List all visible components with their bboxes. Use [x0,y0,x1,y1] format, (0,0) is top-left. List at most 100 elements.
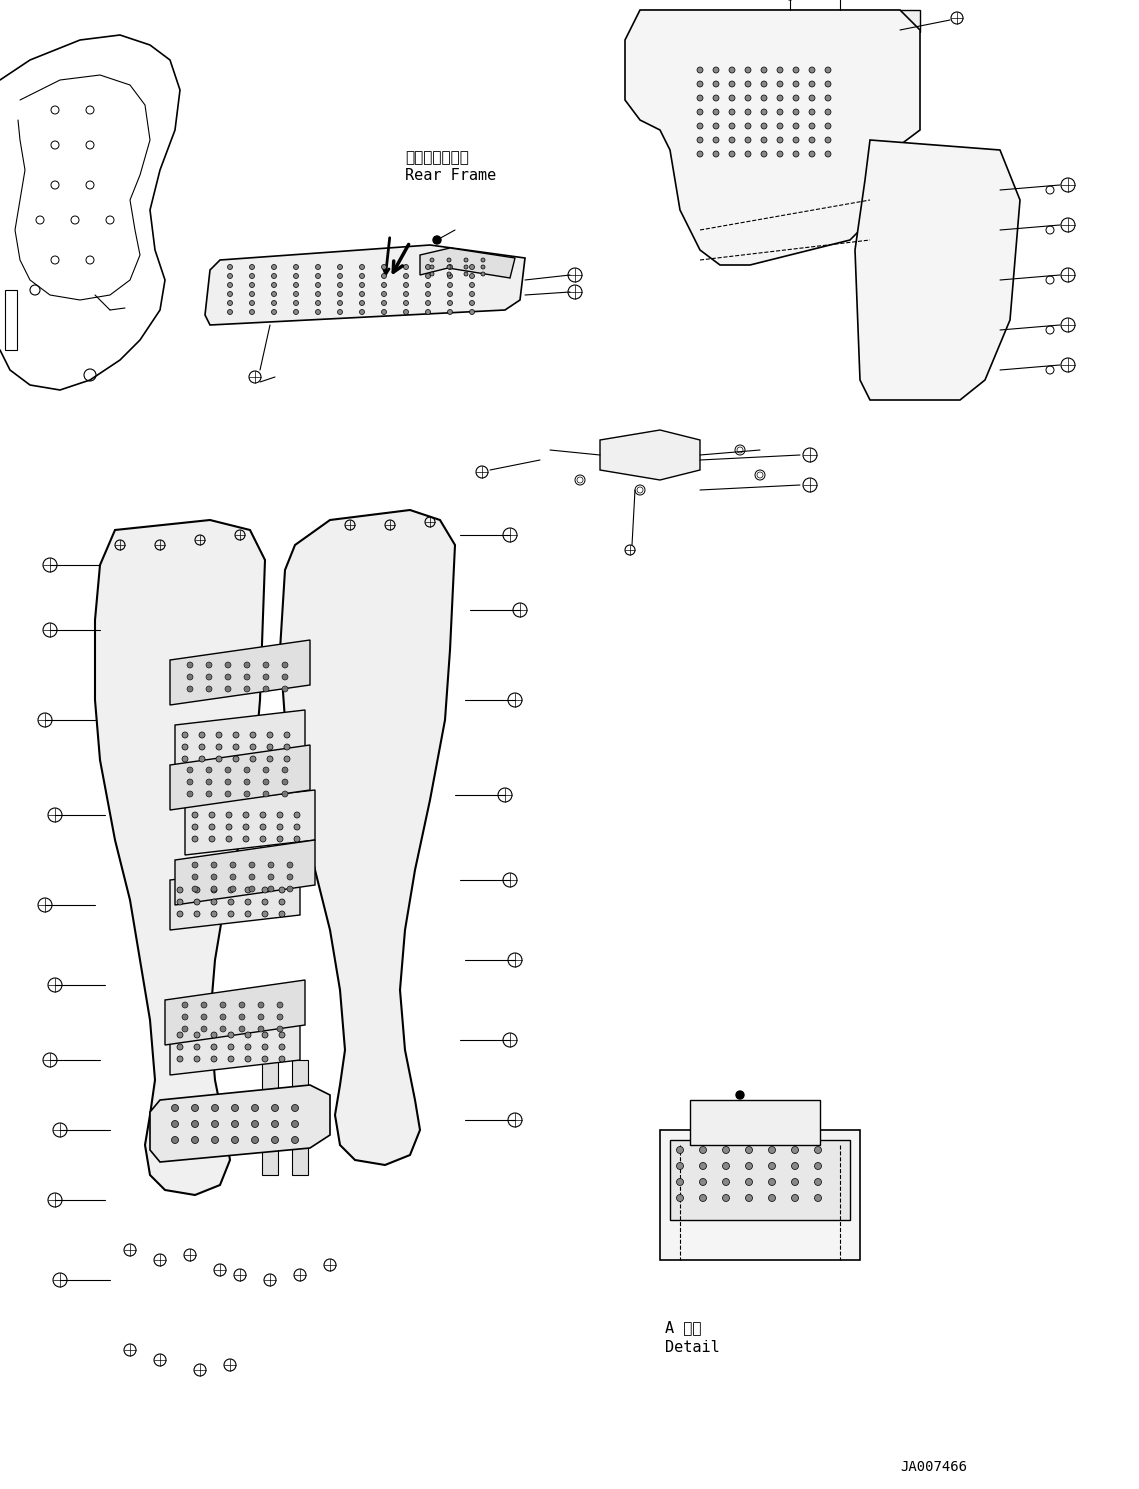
Circle shape [208,835,215,841]
Circle shape [825,124,831,130]
Circle shape [825,80,831,86]
Circle shape [777,95,782,101]
Circle shape [792,1163,798,1169]
Circle shape [809,137,816,143]
Circle shape [239,1014,245,1020]
Circle shape [469,310,475,314]
Circle shape [713,109,719,115]
Circle shape [448,283,452,287]
Circle shape [448,274,452,278]
Circle shape [172,1136,179,1144]
Polygon shape [170,1010,300,1075]
Circle shape [271,301,277,305]
Circle shape [677,1147,683,1154]
Circle shape [761,150,767,156]
Circle shape [279,887,285,893]
Circle shape [403,283,409,287]
Circle shape [243,812,249,817]
Circle shape [271,292,277,296]
Circle shape [777,67,782,73]
Circle shape [403,310,409,314]
Circle shape [177,887,183,893]
Circle shape [260,835,267,841]
Circle shape [316,265,320,270]
Text: リヤーフレーム: リヤーフレーム [405,150,469,165]
Text: A 詳細: A 詳細 [665,1321,702,1336]
Text: Detail: Detail [665,1340,720,1355]
Circle shape [192,835,198,841]
Circle shape [199,756,205,762]
Circle shape [187,663,192,669]
Circle shape [713,150,719,156]
Circle shape [360,301,364,305]
Circle shape [713,137,719,143]
Circle shape [271,265,277,270]
Circle shape [249,756,256,762]
Circle shape [244,663,249,669]
Circle shape [403,274,409,278]
Circle shape [249,733,256,739]
Circle shape [792,1178,798,1185]
Circle shape [761,124,767,130]
Circle shape [287,874,293,880]
Polygon shape [420,249,515,278]
Circle shape [284,733,290,739]
Bar [262,1145,278,1175]
Circle shape [277,835,282,841]
Circle shape [469,274,475,278]
Circle shape [769,1147,776,1154]
Circle shape [245,1032,251,1038]
Circle shape [746,1178,753,1185]
Circle shape [245,1056,251,1062]
Circle shape [713,80,719,86]
Circle shape [277,1014,282,1020]
Circle shape [793,109,798,115]
Circle shape [226,675,231,680]
Circle shape [825,109,831,115]
Circle shape [212,1136,219,1144]
Circle shape [769,1163,776,1169]
Circle shape [294,301,298,305]
Circle shape [284,756,290,762]
Circle shape [263,686,269,692]
Bar [659,1130,860,1260]
Circle shape [761,137,767,143]
Text: JA007466: JA007466 [900,1461,967,1474]
Circle shape [729,124,735,130]
Circle shape [699,1147,706,1154]
Circle shape [182,756,188,762]
Circle shape [745,124,751,130]
Circle shape [809,95,816,101]
Circle shape [337,265,343,270]
Circle shape [697,137,703,143]
Circle shape [262,1044,268,1050]
Circle shape [722,1163,729,1169]
Circle shape [249,310,254,314]
Circle shape [481,265,485,270]
Circle shape [729,137,735,143]
Circle shape [216,733,222,739]
Circle shape [713,124,719,130]
Polygon shape [170,744,310,810]
Circle shape [206,791,212,797]
Circle shape [677,1163,683,1169]
Circle shape [736,1091,744,1099]
Polygon shape [625,10,920,265]
Circle shape [793,150,798,156]
Circle shape [172,1121,179,1127]
Circle shape [777,80,782,86]
Circle shape [431,258,434,262]
Circle shape [245,1044,251,1050]
Circle shape [194,1044,200,1050]
Circle shape [697,67,703,73]
Circle shape [187,779,192,785]
Circle shape [177,1056,183,1062]
Circle shape [263,767,269,773]
Circle shape [382,274,386,278]
Polygon shape [175,710,305,774]
Circle shape [761,80,767,86]
Circle shape [187,791,192,797]
Circle shape [199,744,205,750]
Circle shape [187,686,192,692]
Circle shape [426,301,431,305]
